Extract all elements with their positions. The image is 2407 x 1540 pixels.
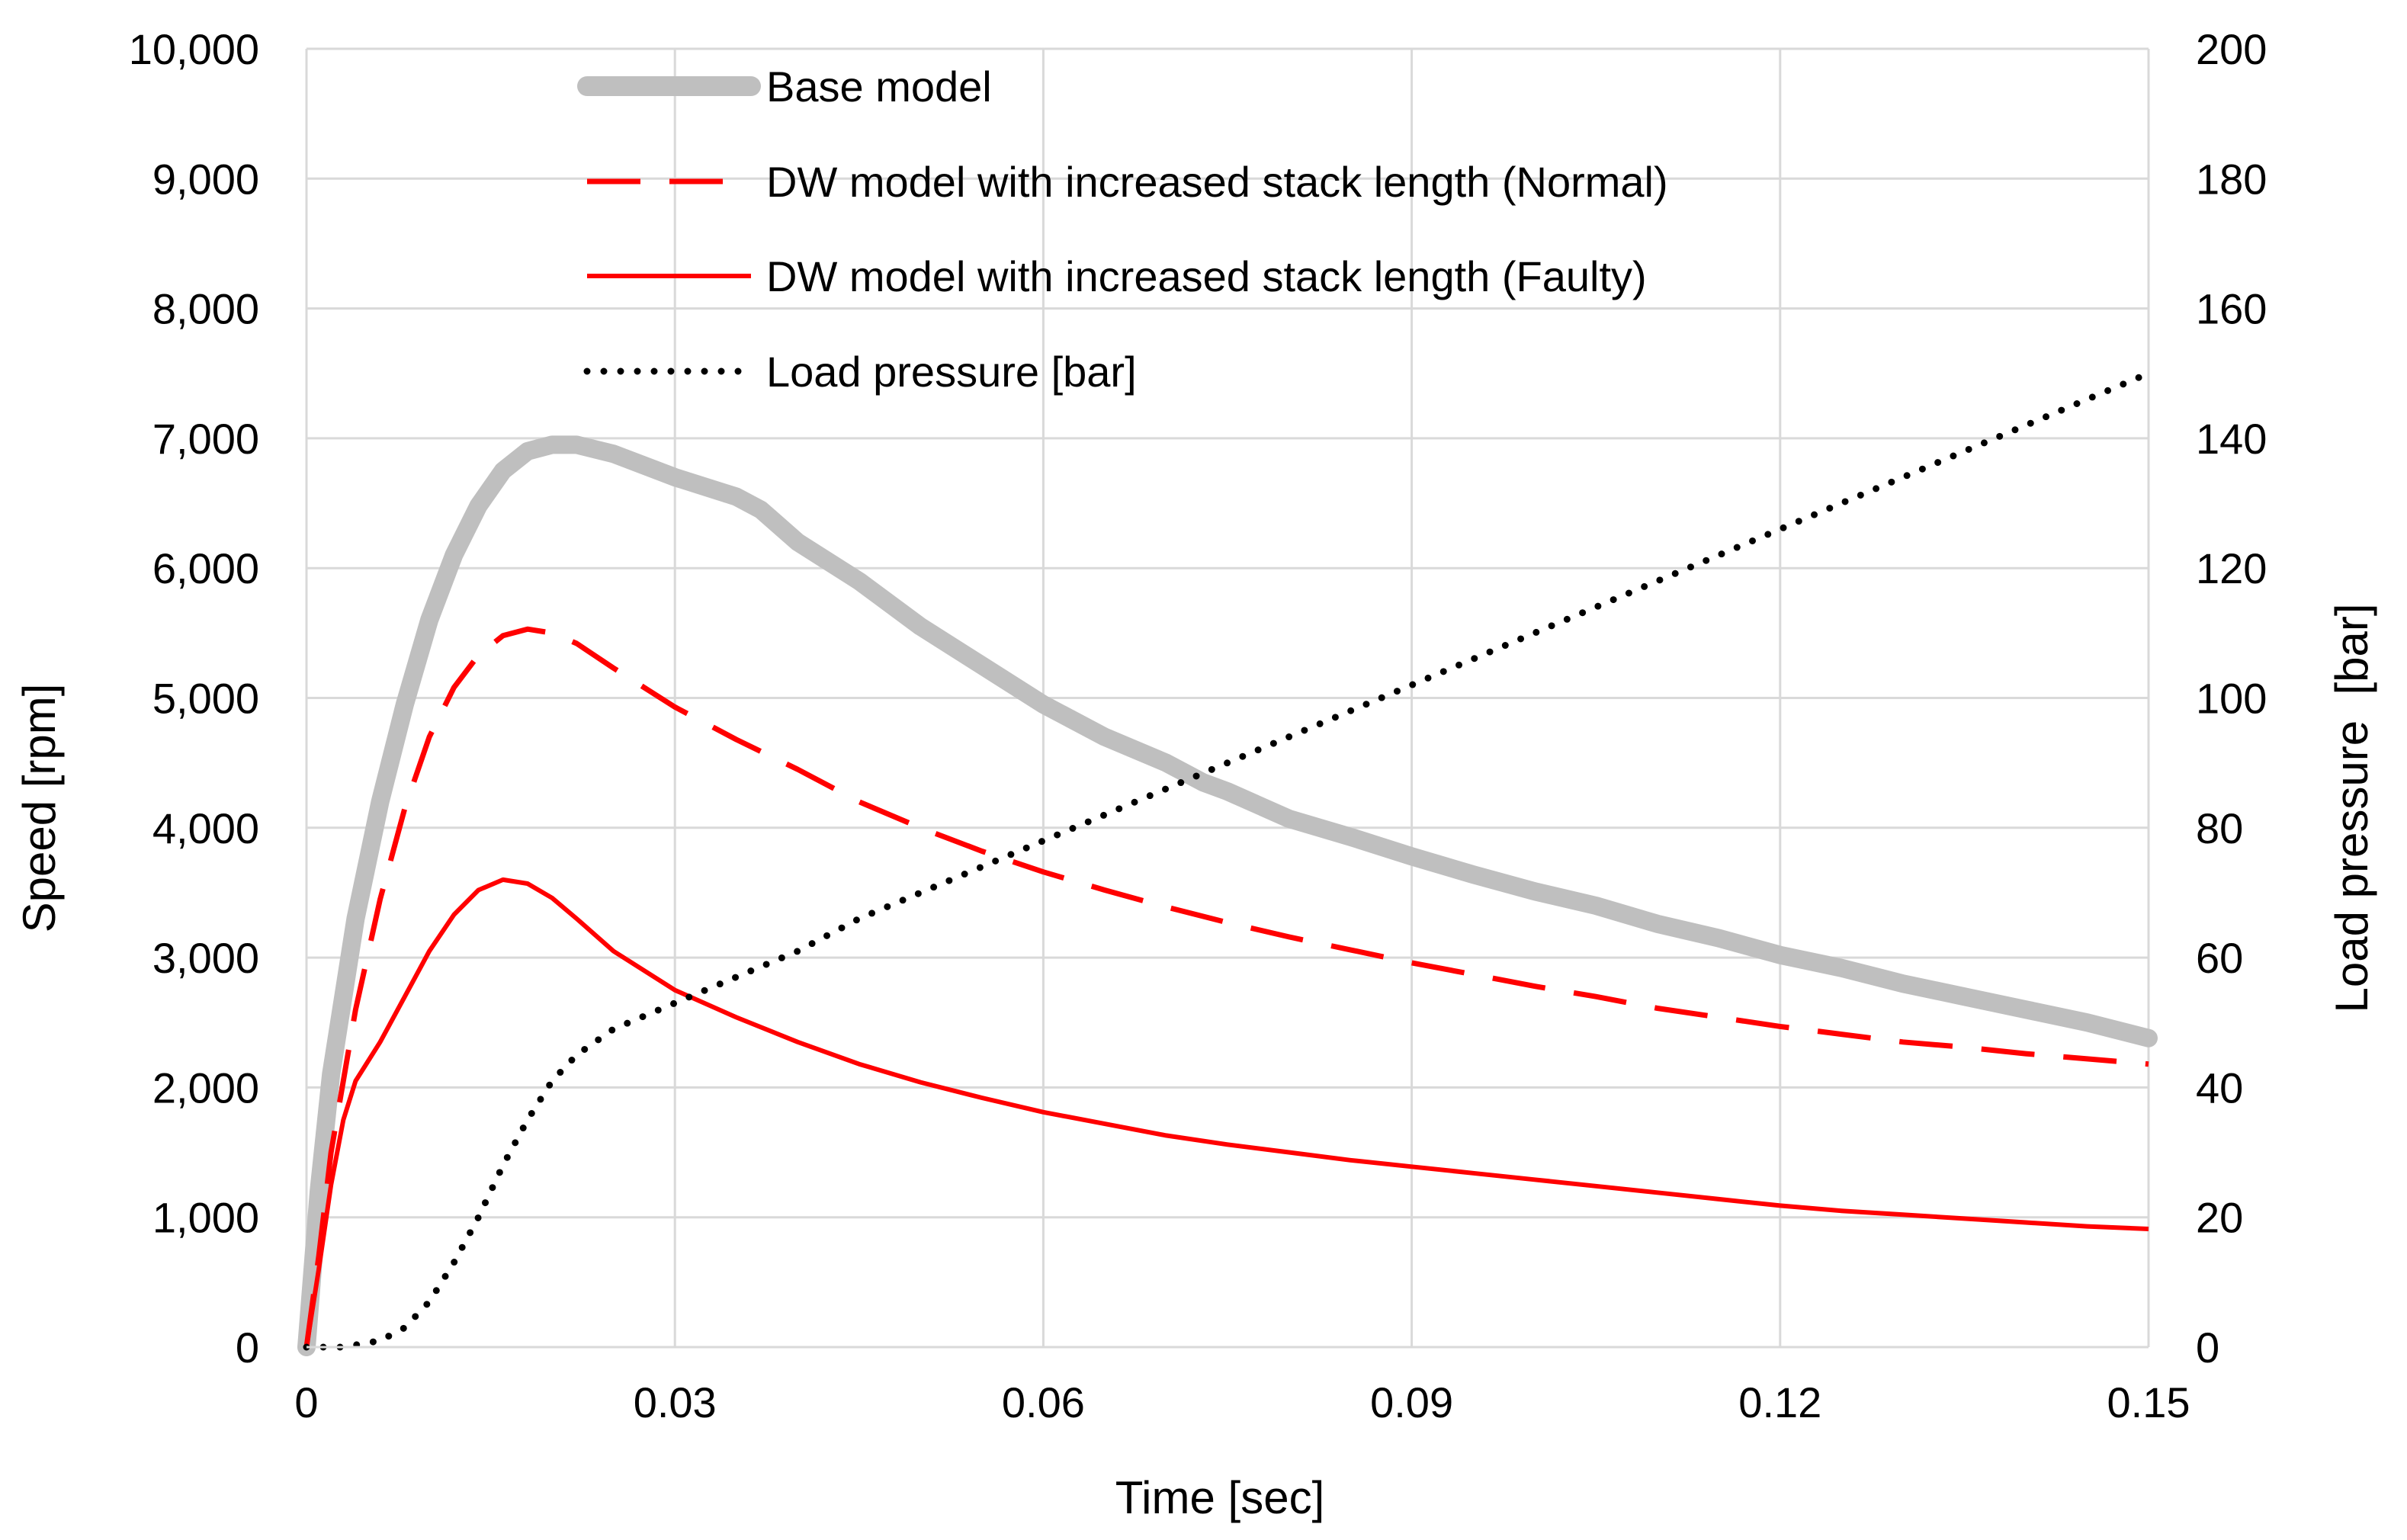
x-tick-label: 0.03 (634, 1378, 717, 1426)
y2-tick-label: 0 (2196, 1323, 2219, 1372)
y2-tick-label: 40 (2196, 1064, 2243, 1112)
y-tick-label: 2,000 (152, 1064, 259, 1112)
y-tick-label: 6,000 (152, 544, 259, 592)
legend: Base model DW model with increased stack … (577, 63, 1668, 396)
legend-label-base-model: Base model (766, 63, 992, 111)
y2-tick-label: 200 (2196, 25, 2267, 73)
y-tick-label: 4,000 (152, 804, 259, 852)
series-line-load-pressure-bar (303, 370, 2152, 1351)
y-tick-label: 9,000 (152, 155, 259, 203)
y-tick-label: 3,000 (152, 934, 259, 982)
y-tick-label: 7,000 (152, 415, 259, 463)
y-tick-label: 0 (236, 1323, 259, 1372)
y2-tick-label: 120 (2196, 544, 2267, 592)
series-line-dw-model-with-increased-stack-length-faulty (304, 877, 2149, 1348)
legend-label-dw-model-with-increased-stack-length-normal: DW model with increased stack length (No… (766, 158, 1668, 206)
series-line-base-model (297, 435, 2158, 1356)
axes: 0 1,000 2,000 3,000 4,000 5,000 6,000 7,000 8,00… (129, 25, 2267, 1426)
y2-tick-label: 20 (2196, 1194, 2243, 1242)
y2-tick-label: 100 (2196, 675, 2267, 723)
y2-tick-label: 60 (2196, 934, 2243, 982)
x-tick-label: 0.09 (1370, 1378, 1453, 1426)
x-tick-label: 0.06 (1002, 1378, 1085, 1426)
y-axis-title: Speed [rpm] (14, 684, 65, 933)
series-line-dw-model-with-increased-stack-length-normal (303, 626, 2149, 1348)
y-tick-label: 5,000 (152, 675, 259, 723)
y-tick-label: 1,000 (152, 1194, 259, 1242)
plot-area (297, 370, 2158, 1356)
legend-label-dw-model-with-increased-stack-length-faulty: DW model with increased stack length (Fa… (766, 252, 1647, 300)
x-tick-label: 0.15 (2107, 1378, 2190, 1426)
x-tick-label: 0.12 (1738, 1378, 1821, 1426)
y2-tick-label: 80 (2196, 804, 2243, 852)
y-tick-label: 10,000 (129, 25, 259, 73)
y2-tick-label: 180 (2196, 155, 2267, 203)
y2-tick-label: 160 (2196, 285, 2267, 333)
x-axis-title: Time [sec] (1115, 1472, 1324, 1523)
x-tick-label: 0 (294, 1378, 318, 1426)
y-tick-label: 8,000 (152, 285, 259, 333)
y2-tick-label: 140 (2196, 415, 2267, 463)
legend-label-load-pressure-bar: Load pressure [bar] (766, 348, 1137, 396)
y2-axis-title: Load pressure [bar] (2326, 604, 2377, 1013)
